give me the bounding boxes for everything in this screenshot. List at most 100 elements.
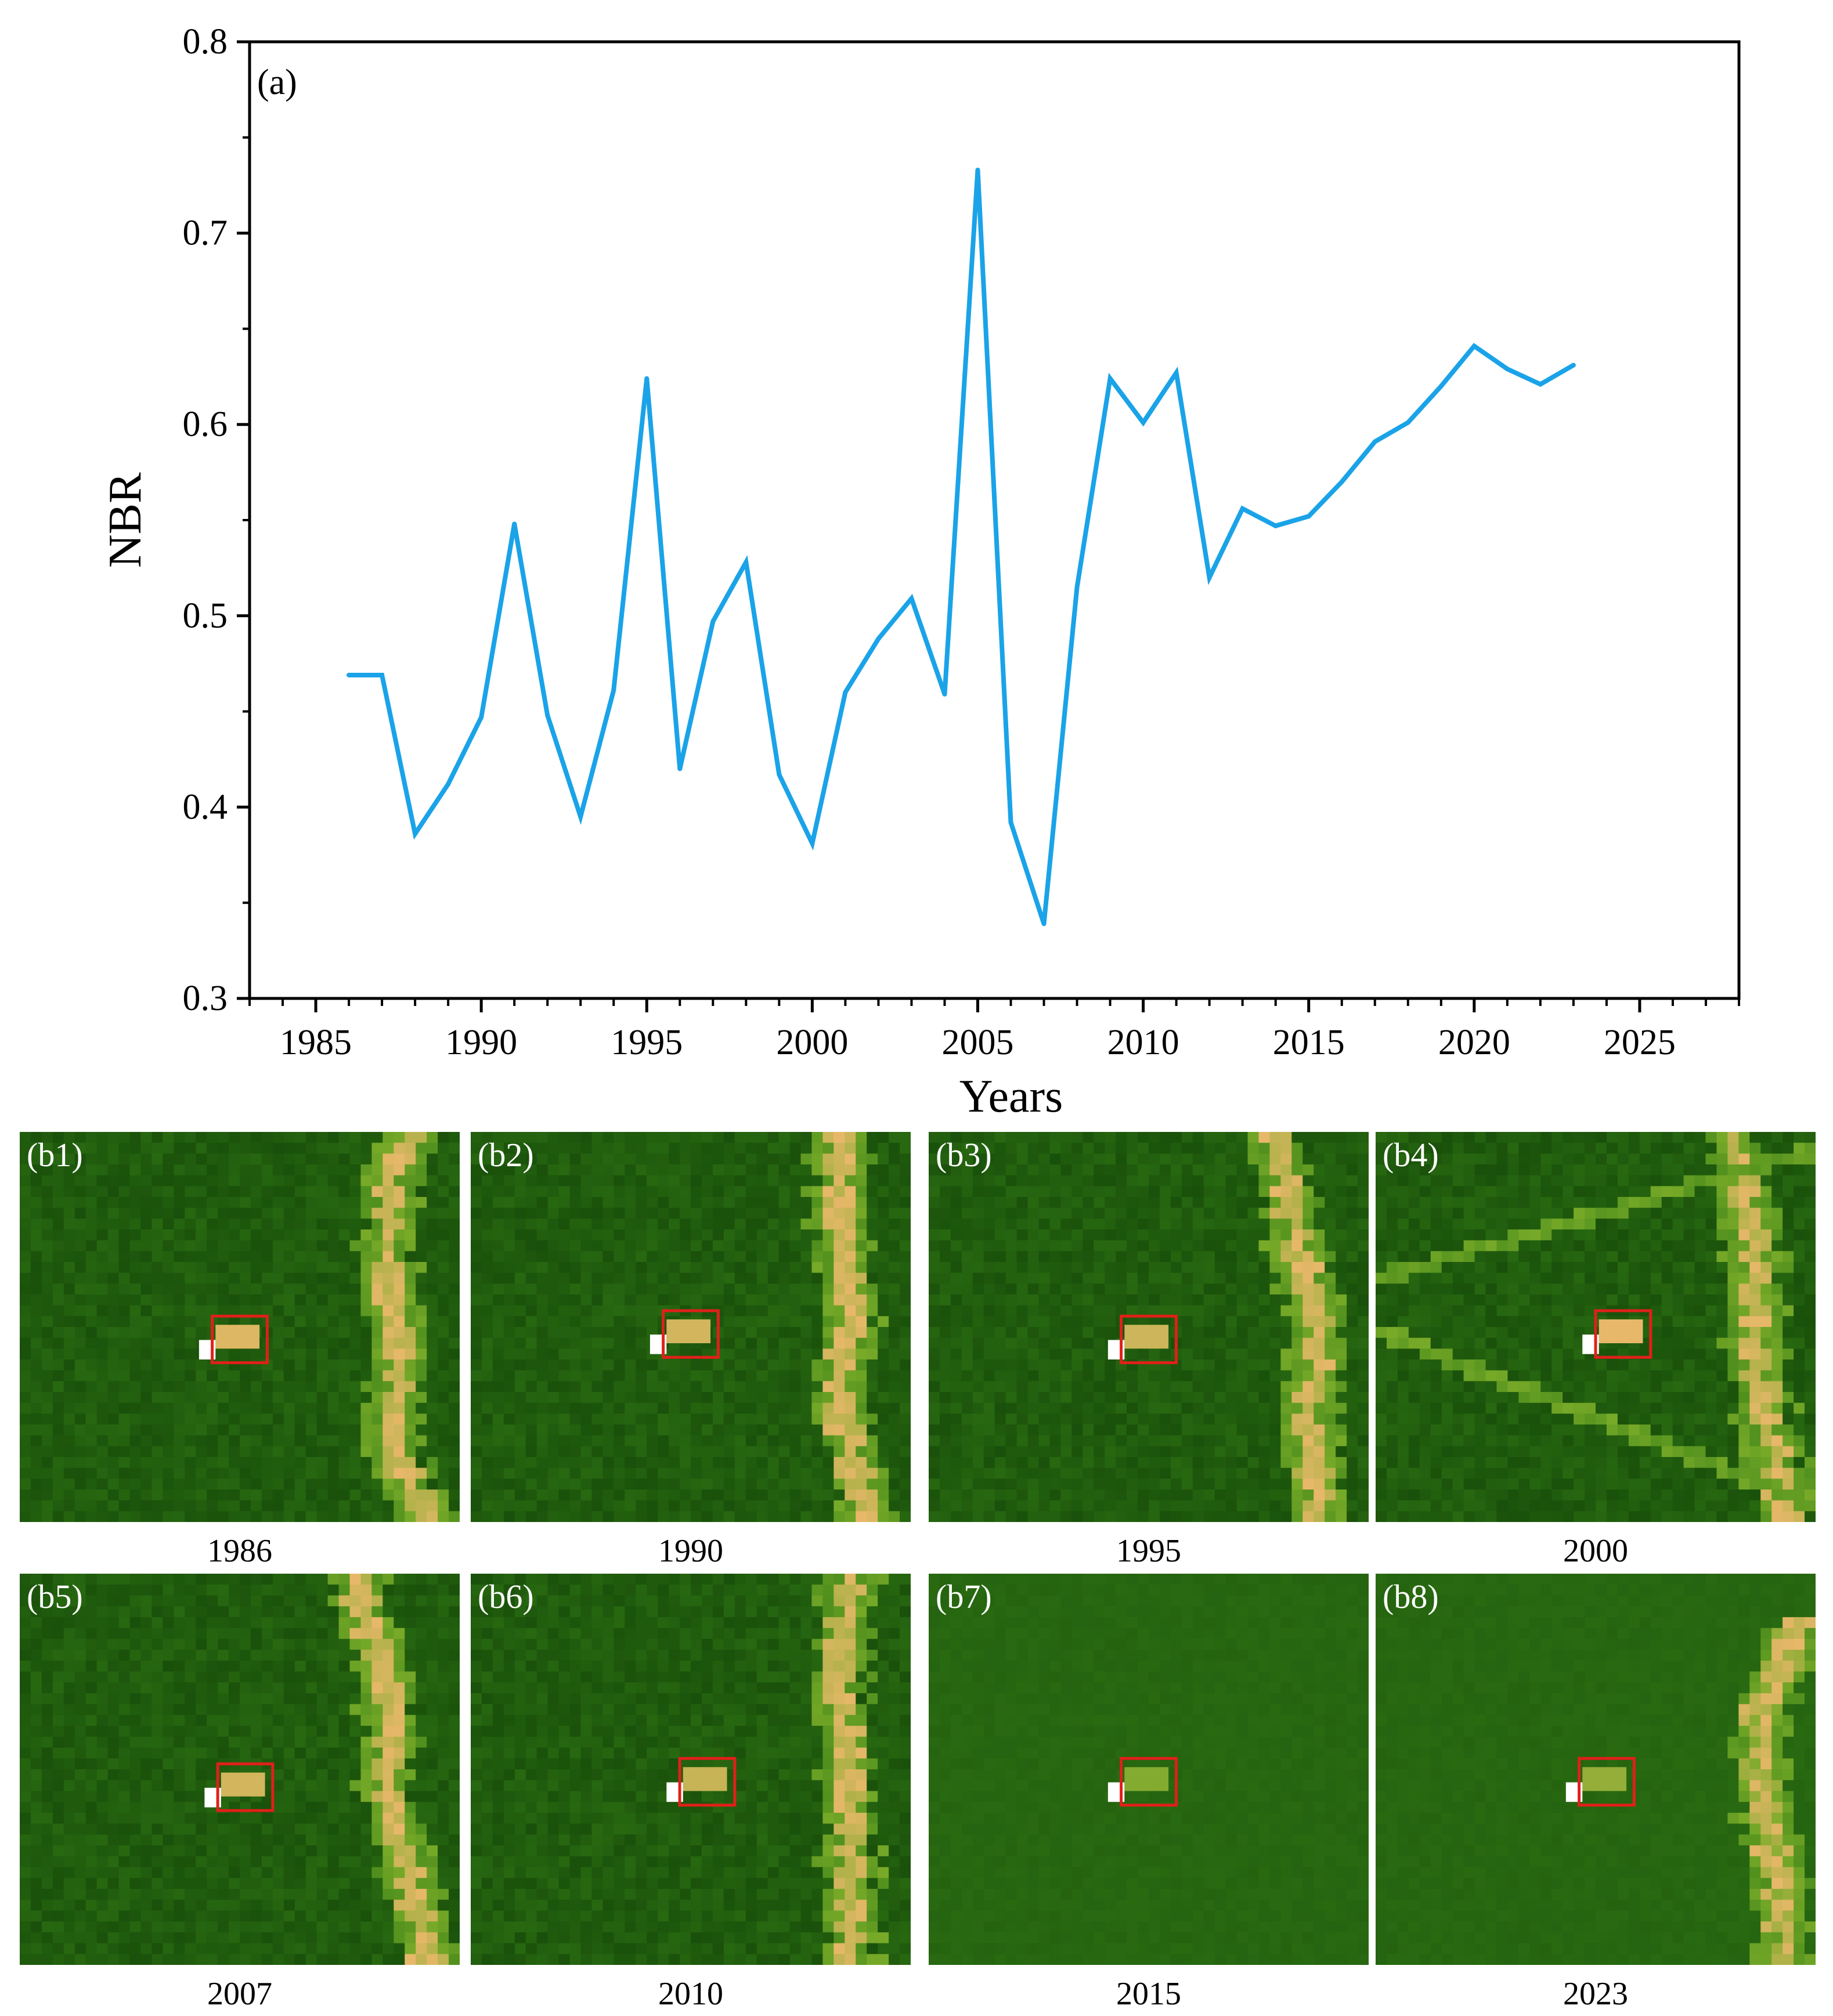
nbr-point-2004: [942, 691, 947, 697]
satellite-tile-1: (b1): [20, 1132, 460, 1522]
disturbance-patch: [683, 1767, 727, 1791]
tile-year-label: 1990: [658, 1533, 723, 1569]
tile-label: (b5): [27, 1578, 83, 1615]
y-tick-label: 0.5: [183, 596, 228, 636]
nbr-point-1988: [413, 831, 418, 836]
highlight-box: [678, 1757, 737, 1807]
tile-year-label: 2015: [1116, 1976, 1181, 2012]
nbr-point-1986: [347, 672, 352, 677]
nbr-point-2021: [1504, 366, 1510, 372]
nbr-point-1997: [710, 619, 716, 624]
tile-label: (b7): [936, 1578, 992, 1615]
nbr-point-1989: [446, 781, 451, 787]
tile-label: (b4): [1383, 1136, 1439, 1174]
nbr-point-2023: [1571, 363, 1576, 368]
x-tick-label: 1995: [611, 1023, 683, 1062]
x-tick-label: 2015: [1273, 1023, 1345, 1062]
highlight-box: [1120, 1757, 1178, 1807]
nbr-point-1995: [644, 376, 650, 381]
nbr-point-1987: [380, 672, 385, 677]
x-axis-title: Years: [959, 1071, 1063, 1122]
tile-mosaic: [20, 1132, 460, 1522]
tile-mosaic: [1376, 1132, 1816, 1522]
y-axis-ticks: 0.3 0.4 0.5 0.6 0.7 0.8: [183, 22, 250, 1018]
nbr-point-2017: [1372, 439, 1377, 444]
tile-label: (b6): [478, 1578, 534, 1615]
tile-label: (b8): [1383, 1578, 1439, 1615]
nbr-point-2006: [1008, 820, 1013, 825]
nbr-point-2001: [843, 690, 848, 695]
y-axis-title: NBR: [100, 472, 151, 568]
nbr-point-2014: [1273, 523, 1278, 528]
y-tick-label: 0.6: [183, 405, 228, 444]
disturbance-patch: [1582, 1767, 1627, 1791]
highlight-box: [211, 1314, 269, 1365]
nbr-point-2016: [1339, 479, 1344, 485]
disturbance-patch: [221, 1772, 265, 1797]
nbr-series-line: [349, 169, 1575, 925]
nbr-point-1994: [611, 688, 616, 693]
tile-mosaic: [929, 1132, 1369, 1522]
nbr-point-2020: [1471, 344, 1477, 349]
nbr-point-2002: [876, 636, 881, 641]
x-tick-label: 2010: [1107, 1023, 1179, 1062]
tile-mosaic: [471, 1574, 911, 1965]
nbr-point-2013: [1240, 506, 1245, 511]
nbr-point-2009: [1107, 376, 1113, 381]
tile-mosaic: [471, 1132, 911, 1522]
satellite-tile-7: (b7): [929, 1574, 1369, 1965]
x-tick-label: 1985: [280, 1023, 352, 1062]
tile-year-label: 1995: [1116, 1533, 1181, 1569]
tile-label: (b3): [936, 1136, 992, 1174]
tile-year-label: 2007: [207, 1976, 272, 2012]
nbr-point-1999: [777, 772, 782, 777]
highlight-box: [1594, 1309, 1652, 1359]
nbr-point-2019: [1438, 384, 1444, 389]
y-tick-label: 0.7: [183, 214, 228, 253]
nbr-point-2007: [1041, 921, 1047, 926]
nbr-point-1998: [744, 560, 749, 565]
nbr-point-2008: [1074, 585, 1080, 590]
highlight-box: [662, 1309, 720, 1359]
tile-mosaic: [1376, 1574, 1816, 1965]
highlight-box: [1120, 1314, 1178, 1365]
nbr-point-1996: [677, 766, 683, 771]
disturbance-patch: [1124, 1767, 1169, 1791]
tile-year-label: 1986: [207, 1533, 272, 1569]
tile-year-label: 2000: [1563, 1533, 1628, 1569]
nbr-line-chart: (a) 0.3 0.4 0.5 0.6 0.7 0.8 1985 1990 1995 2000 2…: [100, 22, 1741, 1122]
x-tick-label: 2000: [776, 1023, 848, 1062]
x-tick-label: 1990: [445, 1023, 517, 1062]
nbr-point-1993: [578, 814, 583, 819]
x-tick-label: 2025: [1604, 1023, 1676, 1062]
nbr-point-2011: [1174, 370, 1179, 376]
nbr-point-2010: [1141, 420, 1146, 425]
disturbance-patch: [215, 1325, 260, 1349]
disturbance-patch: [666, 1319, 711, 1343]
satellite-tile-4: (b4): [1376, 1132, 1816, 1522]
tile-label: (b1): [27, 1136, 83, 1174]
nbr-point-1990: [479, 715, 484, 720]
tile-mosaic: [20, 1574, 460, 1965]
x-tick-label: 2020: [1438, 1023, 1510, 1062]
y-tick-label: 0.4: [183, 787, 228, 827]
nbr-point-2003: [909, 596, 914, 601]
nbr-point-2012: [1207, 575, 1212, 580]
disturbance-patch: [1599, 1319, 1643, 1343]
tile-year-label: 2023: [1563, 1976, 1628, 2012]
nbr-point-2018: [1405, 420, 1410, 425]
satellite-tile-2: (b2): [471, 1132, 911, 1522]
disturbance-patch: [1124, 1325, 1169, 1349]
highlight-box: [1578, 1757, 1636, 1807]
highlight-box: [216, 1762, 275, 1812]
nbr-point-2015: [1306, 514, 1311, 519]
satellite-tile-6: (b6): [471, 1574, 911, 1965]
x-tick-label: 2005: [941, 1023, 1013, 1062]
panel-label-a: (a): [257, 63, 297, 102]
x-axis-ticks: 1985 1990 1995 2000 2005 2010 2015 2020 2025: [248, 998, 1740, 1062]
nbr-point-2005: [975, 167, 980, 172]
nbr-series-points: [347, 167, 1576, 926]
nbr-point-2000: [810, 841, 815, 846]
y-tick-label: 0.8: [183, 22, 228, 62]
satellite-tile-3: (b3): [929, 1132, 1369, 1522]
